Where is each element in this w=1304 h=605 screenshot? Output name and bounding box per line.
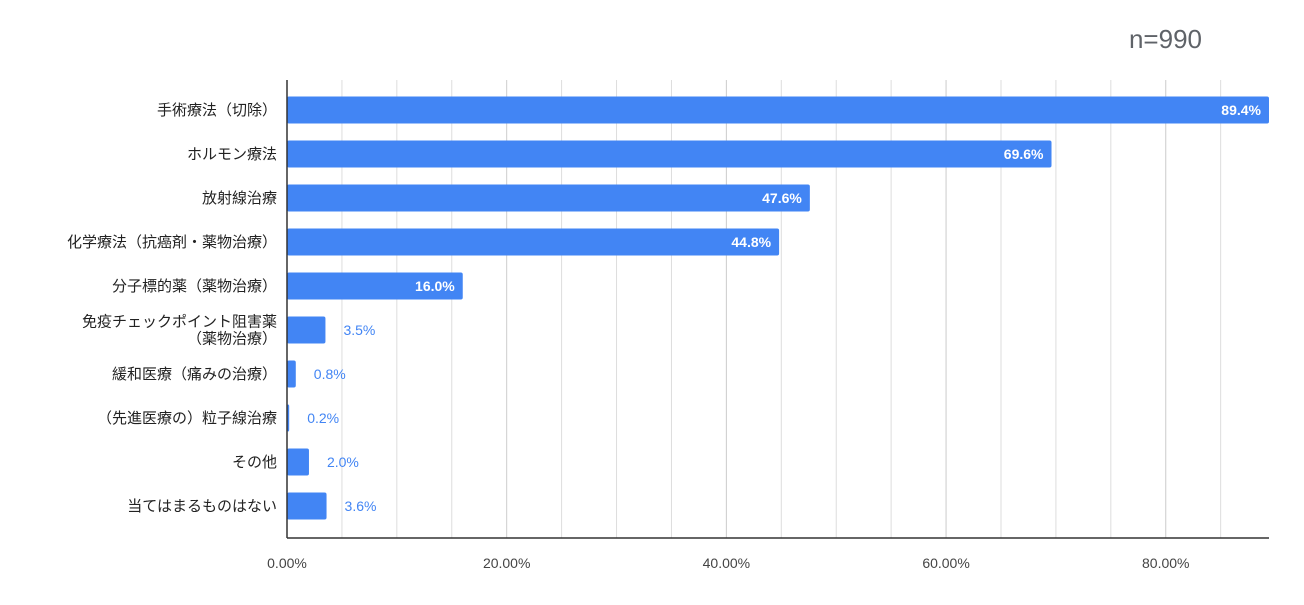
category-label: その他 xyxy=(232,453,277,471)
x-tick-label: 60.00% xyxy=(922,555,969,571)
bars xyxy=(287,96,1269,520)
category-label: 化学療法（抗癌剤・薬物治療） xyxy=(67,233,277,251)
value-label: 89.4% xyxy=(1221,102,1261,118)
x-tick-label: 0.00% xyxy=(267,555,307,571)
value-label: 47.6% xyxy=(762,190,802,206)
bar xyxy=(287,360,296,388)
bar xyxy=(287,184,810,212)
category-label: 分子標的薬（薬物治療） xyxy=(112,277,277,295)
bar xyxy=(287,228,780,256)
bar xyxy=(287,492,327,520)
bar xyxy=(287,140,1052,168)
value-label: 3.5% xyxy=(343,322,375,338)
value-label: 44.8% xyxy=(731,234,771,250)
category-label: 当てはまるものはない xyxy=(127,497,277,515)
category-label: （先進医療の）粒子線治療 xyxy=(97,409,277,427)
category-label: 放射線治療 xyxy=(202,189,277,207)
category-label: 手術療法（切除） xyxy=(157,101,277,119)
value-label: 2.0% xyxy=(327,454,359,470)
value-label: 3.6% xyxy=(345,498,377,514)
bar xyxy=(287,96,1269,124)
x-tick-label: 80.00% xyxy=(1142,555,1189,571)
value-label: 0.8% xyxy=(314,366,346,382)
category-label: 免疫チェックポイント阻害薬（薬物治療） xyxy=(82,313,277,348)
bar xyxy=(287,316,326,344)
value-label: 16.0% xyxy=(415,278,455,294)
bar xyxy=(287,272,463,300)
category-label: 緩和医療（痛みの治療） xyxy=(112,365,277,383)
x-tick-label: 40.00% xyxy=(703,555,750,571)
sample-size-note: n=990 xyxy=(1128,24,1202,54)
bar xyxy=(287,448,309,476)
category-label: ホルモン療法 xyxy=(187,145,277,163)
value-label: 69.6% xyxy=(1004,146,1044,162)
x-tick-label: 20.00% xyxy=(483,555,530,571)
value-label: 0.2% xyxy=(307,410,339,426)
x-tick-labels: 0.00% 20.00% 40.00% 60.00% 80.00% xyxy=(267,555,1189,571)
value-labels: 89.4% 69.6% 47.6% 44.8% 16.0% 3.5% 0.8% 0.2% 2.0… xyxy=(307,102,1261,514)
